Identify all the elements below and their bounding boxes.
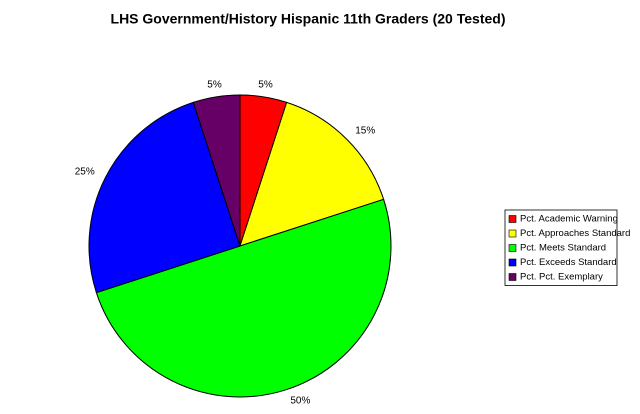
pie-slice: [95, 198, 392, 398]
legend-label: Pct. Exceeds Standard: [520, 257, 617, 268]
data-label: 50%: [290, 396, 310, 407]
legend-swatch: [508, 273, 517, 281]
pie-slice: [239, 101, 385, 247]
data-label: 25%: [75, 167, 95, 178]
legend-label: Pct. Approaches Standard: [520, 228, 630, 239]
legend-label: Pct. Academic Warning: [520, 214, 618, 225]
pie-slice: [192, 94, 241, 247]
data-label: 5%: [207, 80, 222, 91]
data-label: 5%: [258, 80, 273, 91]
pie-slice: [88, 101, 241, 294]
legend-swatch: [508, 244, 517, 252]
legend-swatch: [508, 215, 517, 223]
legend-swatch: [508, 258, 517, 267]
chart-title: LHS Government/History Hispanic 11th Gra…: [111, 11, 506, 27]
legend-label: Pct. Meets Standard: [520, 243, 606, 254]
legend-swatch: [508, 229, 517, 238]
legend-box: [504, 209, 618, 286]
data-label: 15%: [355, 125, 375, 136]
legend-label: Pct. Pct. Exemplary: [520, 272, 603, 283]
